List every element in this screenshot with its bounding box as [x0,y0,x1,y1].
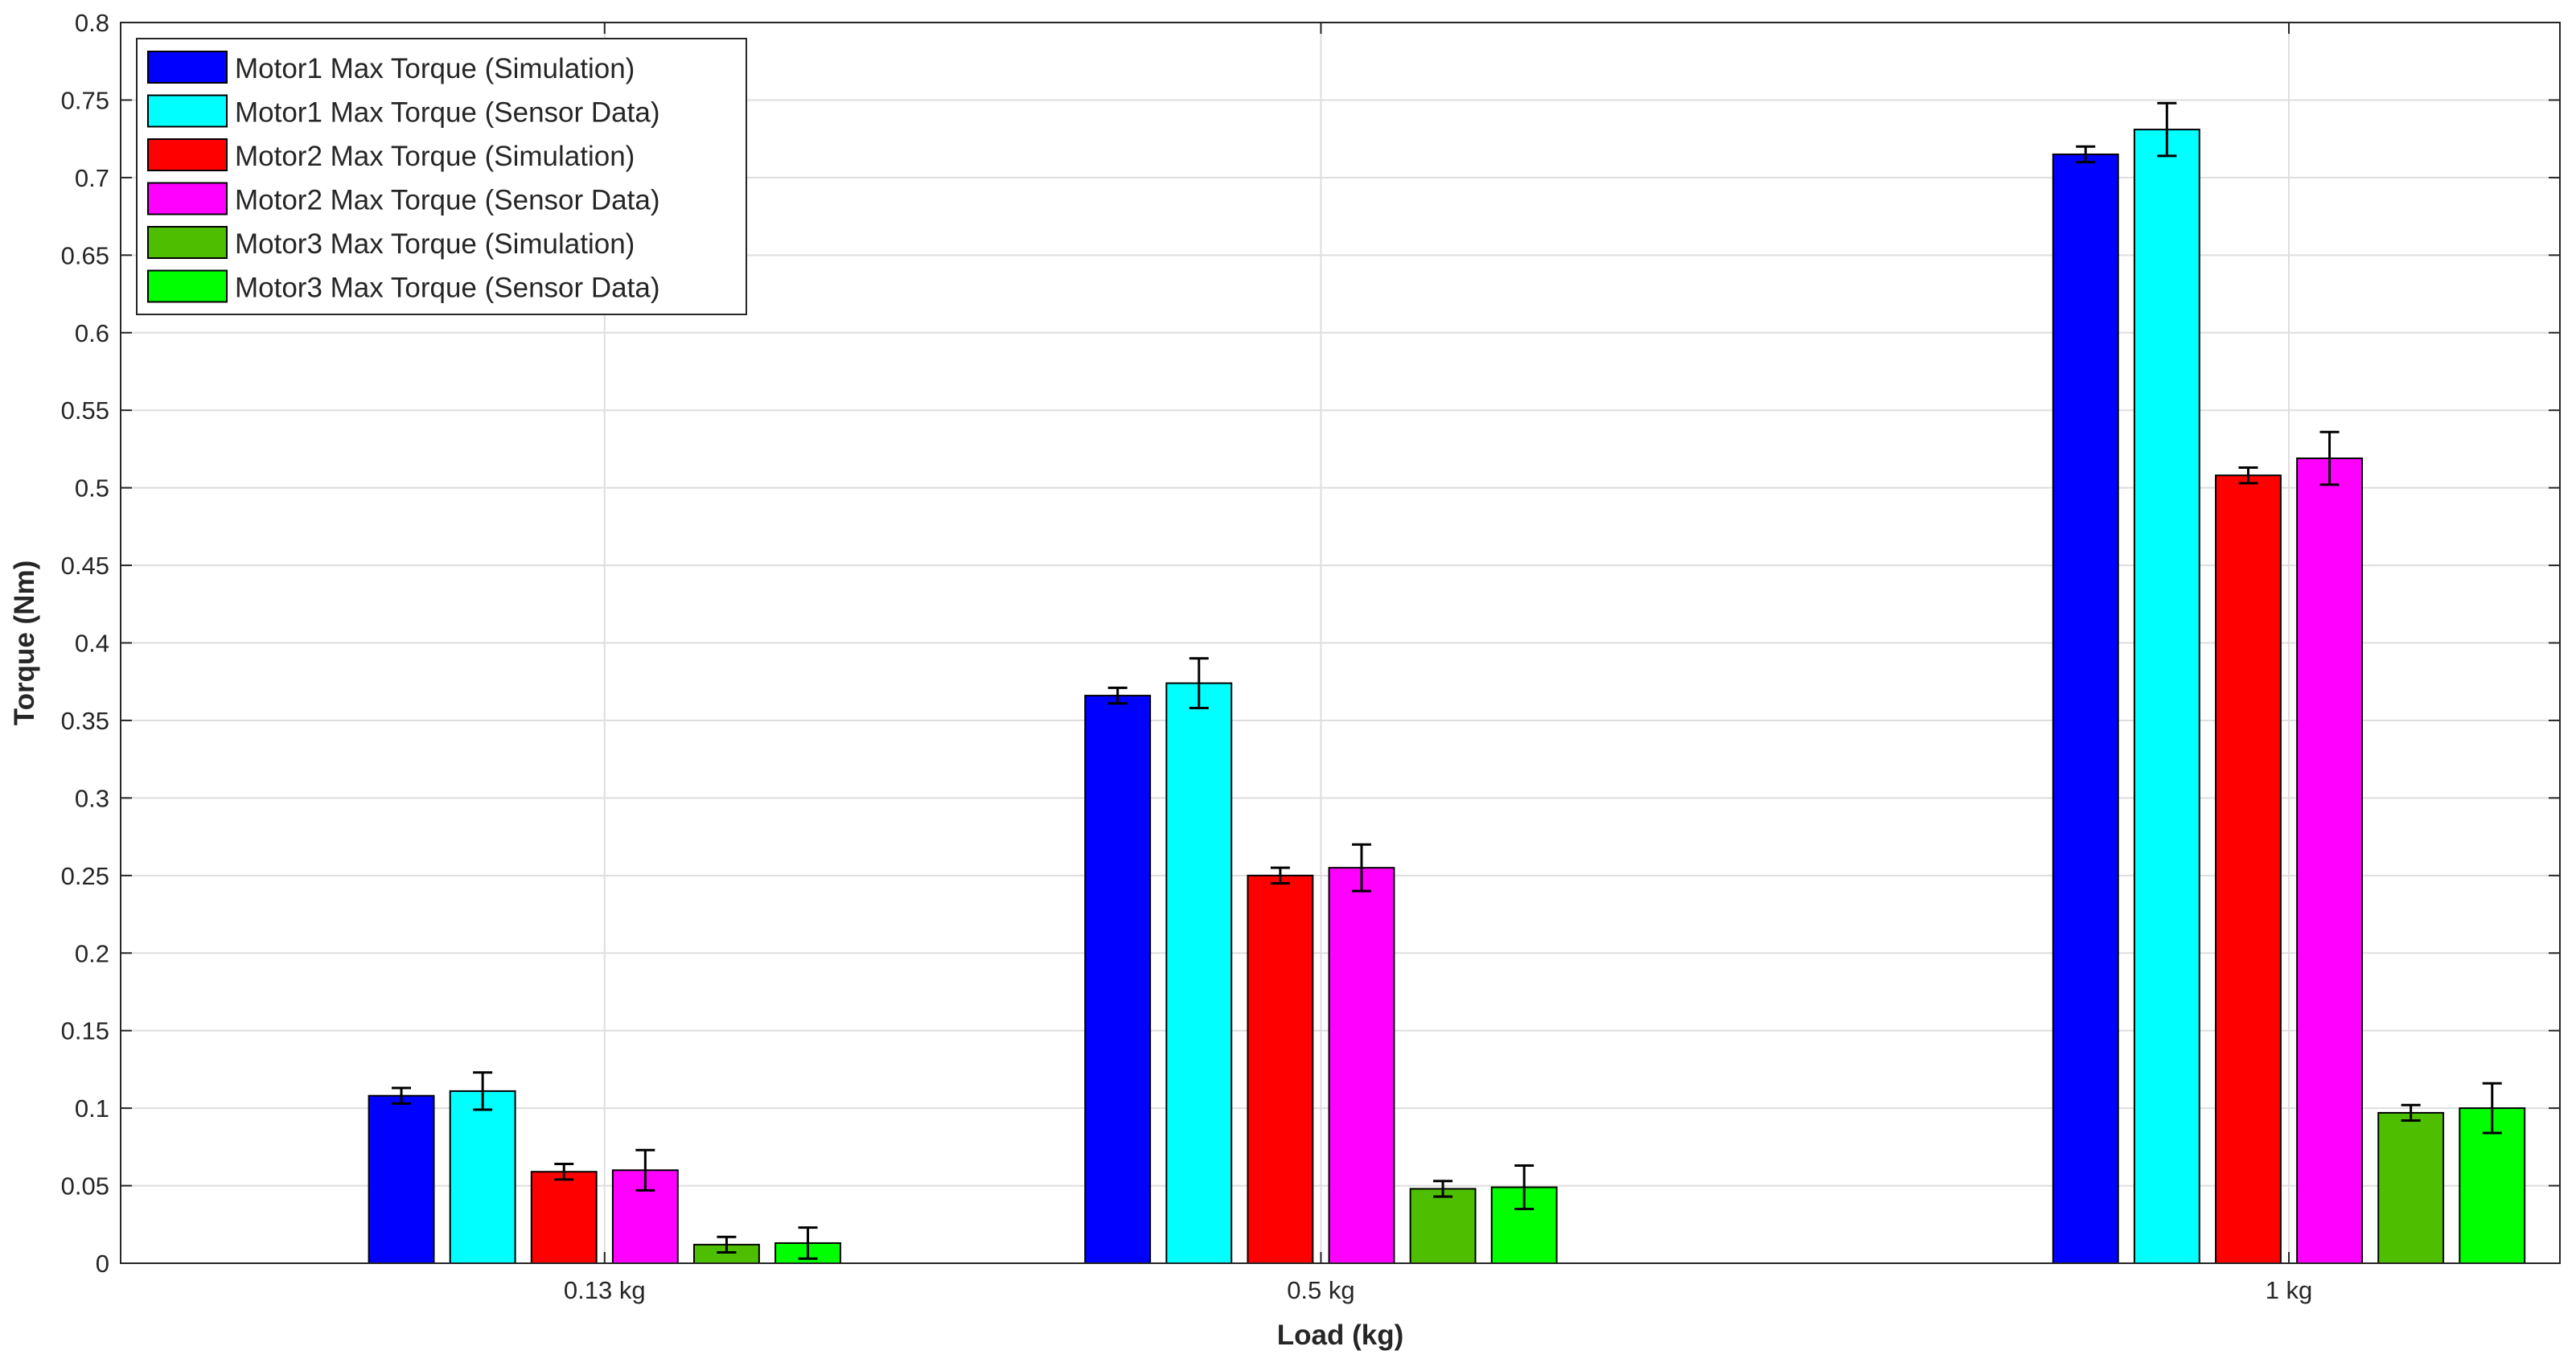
bar [2296,457,2363,1264]
y-tick-label: 0.6 [75,319,109,347]
y-tick-label: 0.75 [61,86,109,114]
x-tick-label: 1 kg [2266,1276,2313,1304]
y-tick-label: 0.5 [75,474,109,503]
y-tick-label: 0.55 [61,396,109,425]
legend-label: Motor2 Max Torque (Sensor Data) [235,185,659,216]
y-tick-label: 0.3 [75,784,109,812]
legend-box [136,38,747,315]
legend-swatch [147,226,228,259]
bar [530,1171,598,1264]
bar [2215,474,2282,1264]
y-tick-label: 0.7 [75,164,109,192]
x-tick-label: 0.13 kg [564,1276,646,1304]
bar [449,1090,516,1264]
y-tick-label: 0.35 [61,707,109,735]
axes-box [120,22,2561,1264]
bar [1084,695,1152,1264]
bar [1247,874,1314,1264]
bar [1328,867,1395,1264]
y-tick-label: 0.15 [61,1017,109,1045]
bar [2133,129,2200,1265]
y-tick-label: 0.05 [61,1172,109,1201]
y-tick-label: 0.8 [75,9,109,37]
legend-swatch [147,94,228,128]
y-tick-label: 0.65 [61,241,109,269]
bar [2052,153,2119,1265]
y-tick-label: 0.45 [61,552,109,580]
y-tick-label: 0.4 [75,630,109,658]
y-tick-label: 0.25 [61,862,109,890]
legend-swatch [147,182,228,216]
legend-swatch [147,269,228,303]
y-tick-label: 0 [96,1250,109,1278]
legend-label: Motor1 Max Torque (Simulation) [235,53,635,84]
y-axis-label: Torque (Nm) [9,560,40,725]
y-tick-label: 0.1 [75,1094,109,1123]
x-axis-label: Load (kg) [1277,1320,1403,1351]
bar [1165,682,1233,1264]
legend-label: Motor3 Max Torque (Simulation) [235,228,635,260]
legend-label: Motor2 Max Torque (Simulation) [235,141,635,172]
bar [368,1094,435,1264]
x-tick-label: 0.5 kg [1287,1276,1354,1304]
legend-label: Motor1 Max Torque (Sensor Data) [235,97,659,129]
y-tick-label: 0.2 [75,939,109,967]
bar [1409,1188,1477,1265]
legend-swatch [147,138,228,171]
legend-swatch [147,51,228,84]
bar [2377,1111,2445,1264]
legend-label: Motor3 Max Torque (Sensor Data) [235,273,659,304]
